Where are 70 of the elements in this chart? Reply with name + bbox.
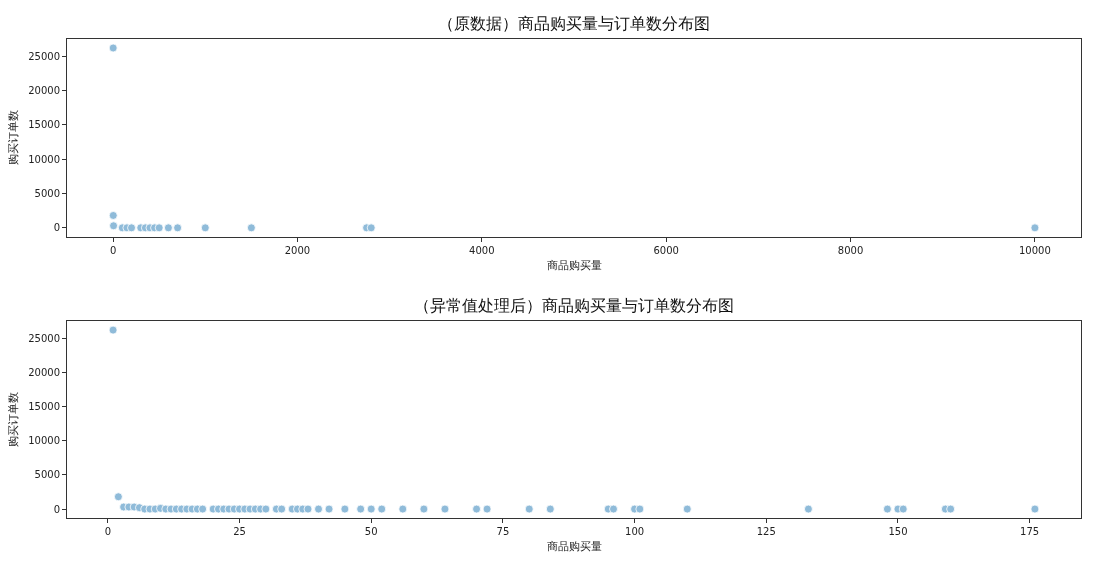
y-tick-label: 5000 — [34, 469, 60, 481]
x-tick-label: 10000 — [1019, 244, 1051, 256]
y-tick-label: 15000 — [28, 401, 60, 413]
x-tick-label: 125 — [756, 526, 776, 537]
point — [198, 504, 208, 514]
point — [366, 223, 376, 233]
x-tick-label: 100 — [625, 526, 645, 537]
point — [609, 504, 618, 514]
x-tick-label: 8000 — [837, 244, 864, 256]
x-axis-title: 商品购买量 — [546, 540, 602, 554]
point — [419, 504, 429, 514]
y-axis-title: 购买订单数 — [6, 110, 20, 166]
y-tick-label: 20000 — [28, 85, 60, 97]
y-tick-label: 5000 — [34, 188, 60, 200]
y-axis-title: 购买订单数 — [6, 392, 20, 448]
point — [482, 504, 492, 514]
point — [246, 223, 256, 233]
x-tick-label: 75 — [496, 526, 510, 537]
y-tick-label: 0 — [53, 222, 60, 234]
point — [154, 223, 164, 233]
point — [340, 504, 350, 514]
point — [946, 504, 956, 514]
y-tick-label: 20000 — [28, 366, 60, 378]
x-tick-label: 150 — [888, 526, 908, 537]
point — [545, 504, 555, 514]
point — [377, 504, 387, 514]
point — [108, 325, 118, 335]
point — [883, 504, 892, 514]
point — [324, 504, 334, 514]
y-tick-label: 25000 — [28, 332, 60, 344]
point — [635, 504, 645, 514]
point — [173, 223, 183, 233]
x-axis-title: 商品购买量 — [546, 259, 602, 273]
x-tick-label: 6000 — [653, 244, 679, 256]
point — [472, 504, 481, 514]
y-tick-label: 0 — [53, 503, 60, 515]
point — [113, 492, 123, 502]
point — [1030, 504, 1040, 514]
x-tick-label: 175 — [1020, 526, 1040, 537]
y-tick-label: 10000 — [28, 435, 60, 447]
point — [261, 504, 271, 514]
chart-title: （异常值处理后）商品购买量与订单数分布图 — [414, 296, 734, 315]
point — [682, 504, 692, 514]
y-tick-label: 15000 — [28, 119, 60, 131]
point — [314, 504, 323, 514]
y-tick-label: 10000 — [28, 153, 60, 165]
point — [127, 223, 136, 233]
point — [356, 504, 366, 514]
point — [524, 504, 534, 514]
point — [108, 43, 118, 53]
chart-title: （原数据）商品购买量与订单数分布图 — [438, 14, 710, 33]
point — [1030, 223, 1040, 233]
point — [440, 504, 450, 514]
y-tick-label: 25000 — [28, 50, 60, 62]
point — [398, 504, 408, 514]
point — [108, 211, 118, 220]
point — [277, 504, 287, 514]
point — [303, 504, 313, 514]
x-tick-label: 0 — [104, 526, 112, 537]
point — [200, 223, 210, 233]
x-tick-label: 0 — [109, 244, 117, 256]
point — [804, 504, 813, 514]
point — [366, 504, 376, 514]
x-tick-label: 4000 — [469, 244, 495, 256]
point — [164, 223, 173, 233]
x-tick-label: 2000 — [284, 244, 311, 256]
x-tick-label: 50 — [364, 526, 378, 537]
x-tick-label: 25 — [233, 526, 246, 537]
point — [898, 504, 908, 514]
point — [109, 221, 118, 231]
